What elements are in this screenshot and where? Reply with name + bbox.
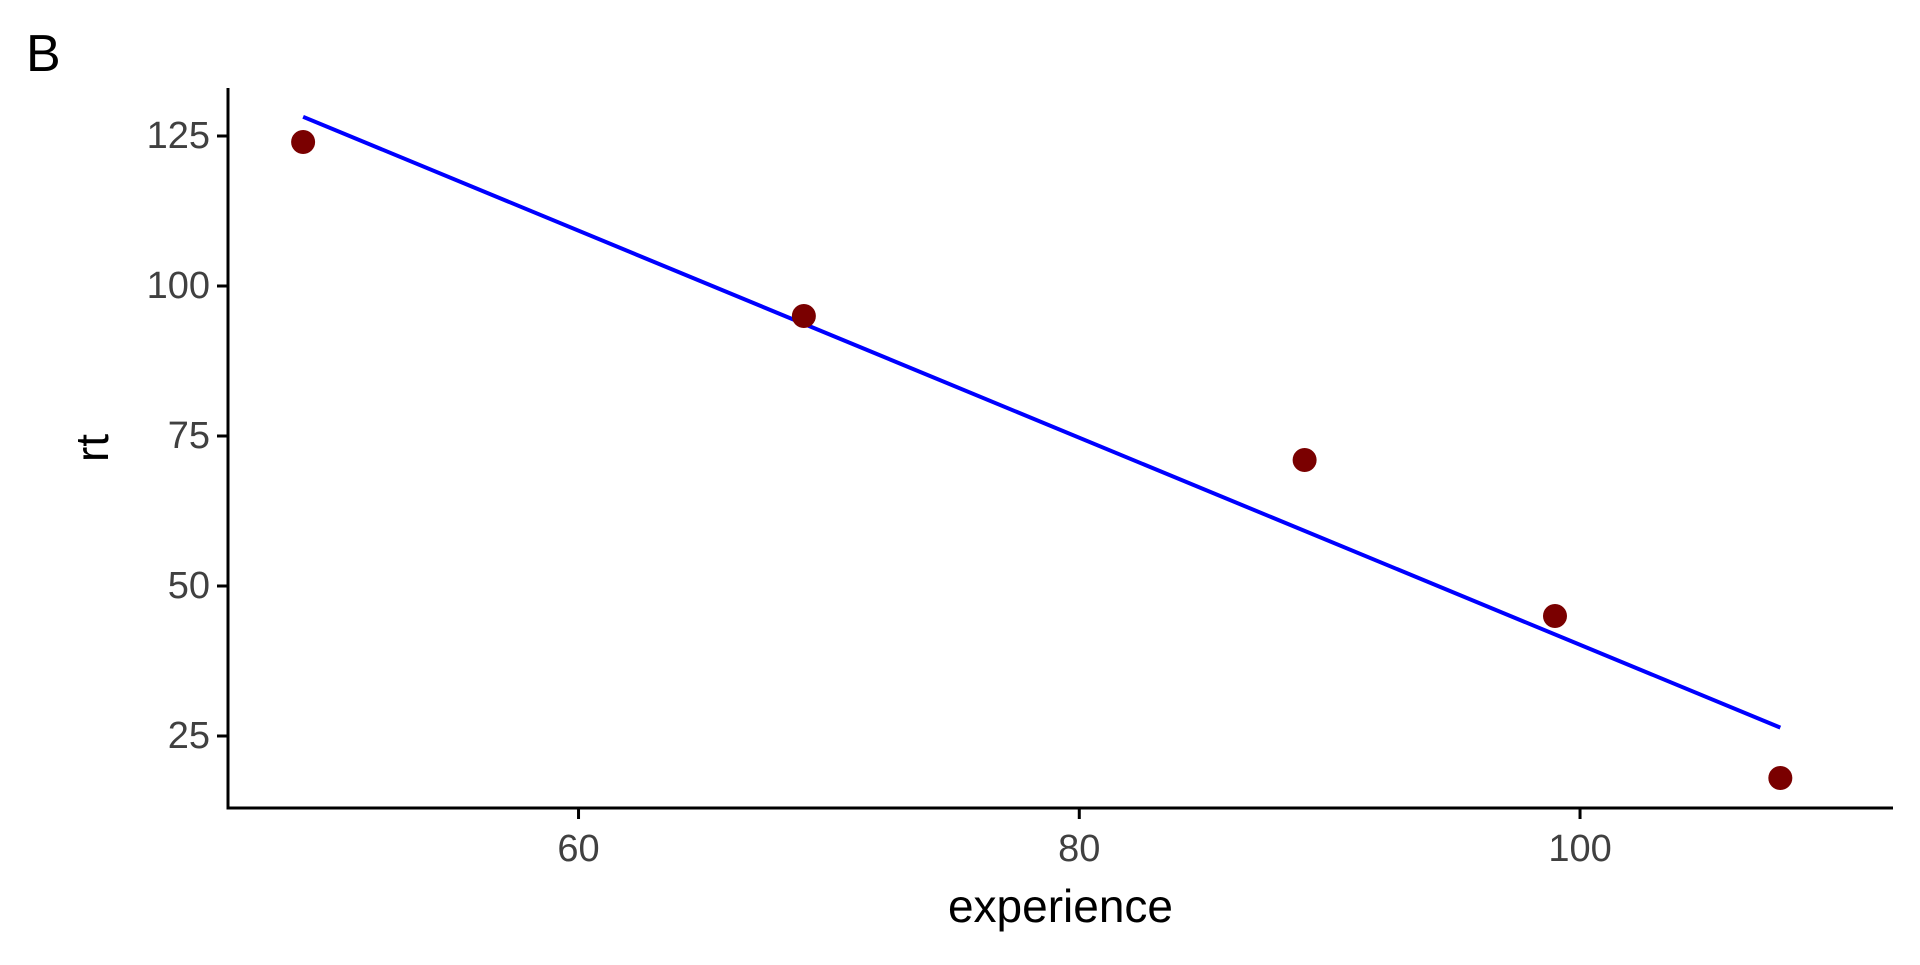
axis-labels: 25 50 75 100 125 60 80 100 experience rt [66, 115, 1612, 932]
y-tick-label: 100 [147, 265, 210, 307]
y-axis-title: rt [66, 434, 118, 462]
trend-line-layer [302, 114, 1782, 730]
x-tick-label: 60 [557, 828, 599, 870]
data-point [1768, 766, 1793, 790]
y-tick-label: 75 [168, 415, 210, 457]
data-point [1542, 604, 1567, 628]
data-point [291, 130, 316, 154]
x-axis-title: experience [948, 880, 1173, 932]
data-point [1292, 448, 1317, 472]
x-tick-label: 100 [1548, 828, 1611, 870]
trend-line [302, 114, 1782, 730]
y-tick-label: 25 [168, 715, 210, 757]
axes [217, 88, 1893, 819]
y-tick-label: 50 [168, 565, 210, 607]
panel-label: B [26, 25, 61, 83]
data-point [791, 304, 816, 328]
x-tick-label: 80 [1058, 828, 1100, 870]
y-tick-label: 125 [147, 115, 210, 157]
data-points [291, 130, 1793, 790]
